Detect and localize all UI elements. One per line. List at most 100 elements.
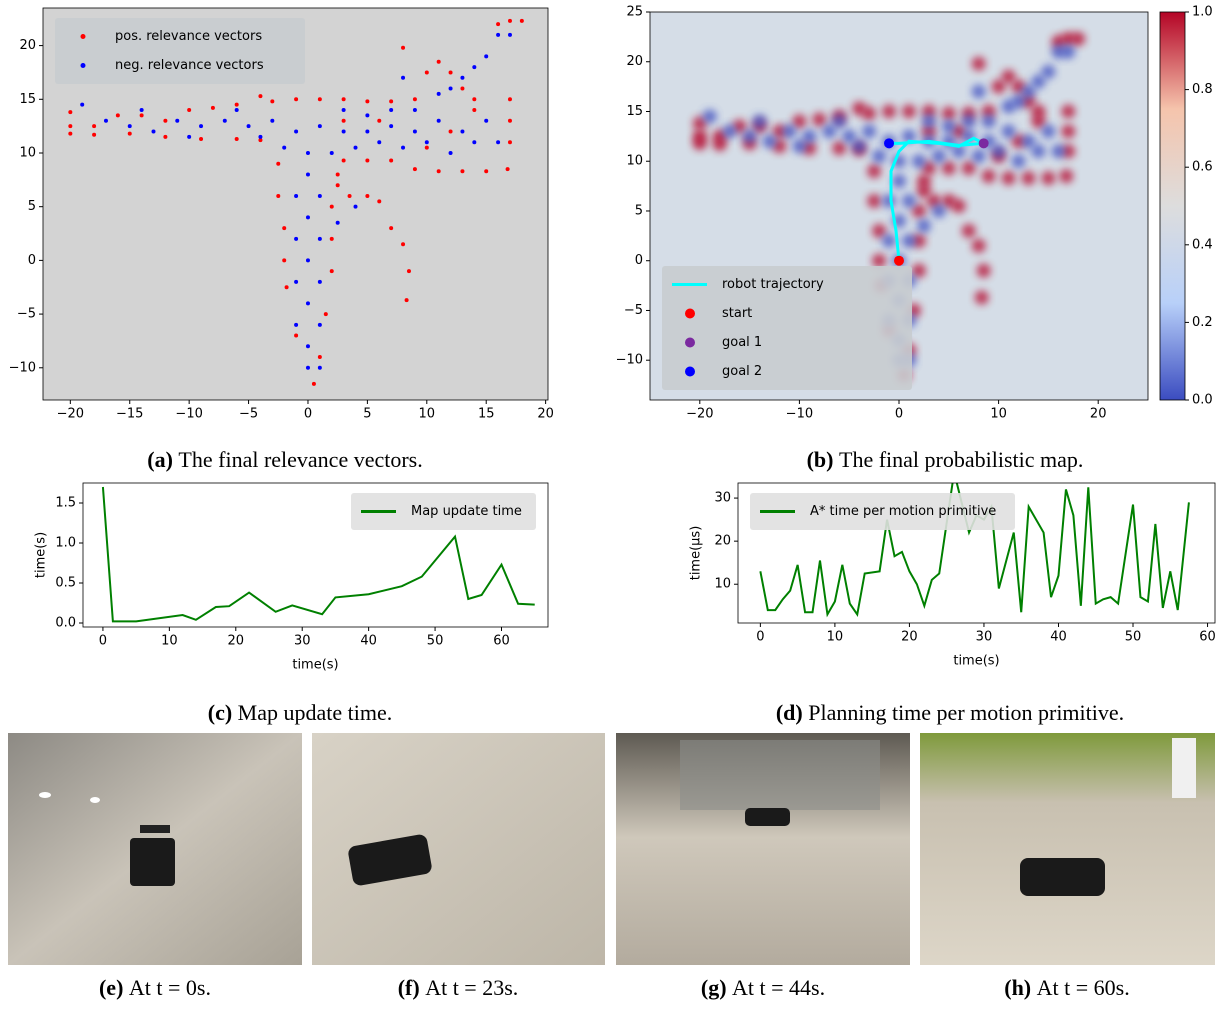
map-blob	[1041, 64, 1056, 79]
y-tick-label: 15	[19, 92, 36, 107]
point	[317, 279, 322, 284]
point	[460, 169, 465, 174]
map-blob	[772, 124, 787, 139]
point	[472, 108, 477, 113]
map-blob	[862, 124, 877, 139]
map-blob	[882, 233, 897, 248]
map-blob	[832, 141, 847, 156]
point	[389, 158, 394, 163]
point	[305, 301, 310, 306]
x-tick-label: 50	[427, 634, 444, 649]
caption-label: (f)	[398, 975, 420, 1000]
point	[519, 18, 524, 23]
point	[412, 108, 417, 113]
map-blob	[1001, 69, 1016, 84]
y-tick-label: 0.0	[55, 616, 76, 631]
map-blob	[782, 124, 797, 139]
point	[507, 32, 512, 37]
point	[335, 172, 340, 177]
point	[127, 131, 132, 136]
x-tick-label: 60	[493, 634, 510, 649]
point	[412, 129, 417, 134]
point	[365, 99, 370, 104]
caption: (f) At t = 23s.	[398, 975, 519, 1000]
plot	[68, 18, 524, 386]
point	[163, 118, 168, 123]
x-tick-label: 0	[99, 634, 107, 649]
point	[335, 183, 340, 188]
x-tick-label: 10	[827, 630, 844, 645]
point	[103, 118, 108, 123]
point	[329, 236, 334, 241]
point	[329, 204, 334, 209]
map-blob	[822, 124, 837, 139]
point	[92, 124, 97, 129]
point	[115, 113, 120, 118]
map-blob	[901, 104, 916, 119]
map-blob	[921, 161, 936, 176]
point	[460, 75, 465, 80]
point	[258, 138, 263, 143]
map-blob	[931, 203, 946, 218]
x-tick-label: 40	[1050, 630, 1067, 645]
legend-box	[750, 493, 1015, 530]
colorbar	[1159, 11, 1186, 401]
map-blob	[911, 263, 926, 278]
caption-text: At t = 44s.	[732, 975, 825, 1000]
point	[507, 140, 512, 145]
legend-swatch	[685, 337, 695, 348]
map-blob	[961, 223, 976, 238]
point	[894, 255, 904, 266]
caption: (g) At t = 44s.	[701, 975, 825, 1000]
x-tick-label: 20	[228, 634, 245, 649]
legend-label: goal 2	[722, 364, 762, 379]
point	[341, 97, 346, 102]
x-tick-label: 30	[976, 630, 993, 645]
plot	[101, 486, 535, 623]
caption-label: (c)	[208, 700, 232, 725]
point	[282, 145, 287, 150]
point	[323, 312, 328, 317]
photo-e	[8, 733, 302, 965]
map-blob	[911, 233, 926, 248]
map-blob	[722, 124, 737, 139]
point	[401, 242, 406, 247]
map-blob	[1011, 134, 1026, 149]
point	[978, 138, 989, 149]
point	[347, 193, 352, 198]
point	[424, 70, 429, 75]
point	[424, 140, 429, 145]
point	[365, 158, 370, 163]
map-blob	[1001, 171, 1016, 186]
point	[258, 94, 263, 99]
x-tick-label: −10	[786, 407, 813, 422]
y-tick-label: 10	[714, 577, 731, 592]
map-blob	[802, 129, 817, 144]
point	[404, 298, 409, 303]
point	[472, 65, 477, 70]
map-blob	[1059, 169, 1074, 184]
legend-swatch	[685, 366, 695, 377]
point	[305, 344, 310, 349]
point	[496, 32, 501, 37]
map-blob	[916, 218, 931, 233]
point	[258, 134, 263, 139]
x-tick-label: 10	[161, 634, 178, 649]
map-blob	[971, 149, 986, 164]
map-blob	[981, 169, 996, 184]
legend-swatch	[80, 63, 86, 68]
x-axis-label: time(s)	[953, 654, 999, 669]
point	[496, 140, 501, 145]
x-tick-label: 20	[901, 630, 918, 645]
legend-swatch	[80, 34, 86, 39]
point	[436, 169, 441, 174]
y-tick-label: 1.0	[55, 536, 76, 551]
point	[341, 108, 346, 113]
map-blob	[792, 139, 807, 154]
point	[341, 158, 346, 163]
point	[139, 108, 144, 113]
map-blob	[1011, 154, 1026, 169]
x-tick-label: 10	[419, 407, 436, 422]
legend-label: start	[722, 306, 752, 321]
point	[151, 129, 156, 134]
